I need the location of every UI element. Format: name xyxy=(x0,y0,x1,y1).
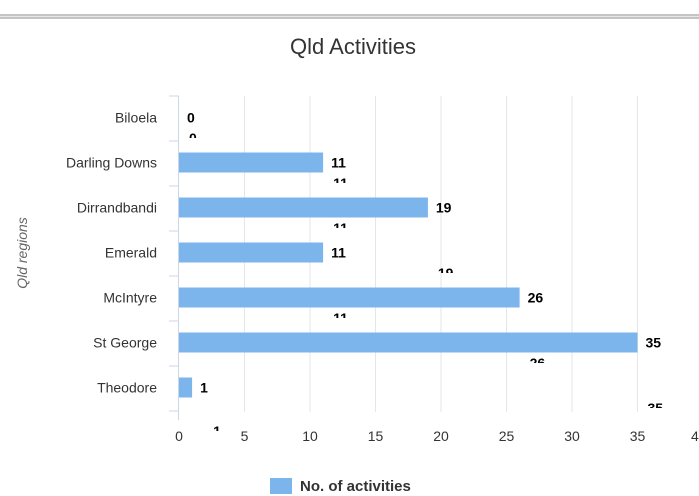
bar[interactable] xyxy=(179,153,323,173)
category-label: Emerald xyxy=(105,245,157,261)
value-tick-label: 20 xyxy=(433,428,449,444)
legend-label: No. of activities xyxy=(300,478,411,495)
chart-title: Qld Activities xyxy=(290,34,416,59)
category-axis: Biloela Darling Downs Dirrandbandi Emerald M… xyxy=(66,96,179,420)
ghost-data-label: 26 xyxy=(530,355,546,371)
legend-swatch xyxy=(270,478,292,494)
data-label: 35 xyxy=(646,335,662,351)
legend[interactable]: No. of activities xyxy=(270,476,411,496)
value-tick-label: 35 xyxy=(630,428,646,444)
value-tick-label: 0 xyxy=(175,428,183,444)
category-label: Darling Downs xyxy=(66,155,157,171)
y-axis-label: Qld regions xyxy=(14,217,30,289)
category-label: Dirrandbandi xyxy=(77,200,157,216)
ghost-data-label: 19 xyxy=(438,265,454,281)
category-label: St George xyxy=(93,335,157,351)
value-tick-label: 40 xyxy=(691,428,699,444)
bar[interactable] xyxy=(179,333,638,353)
ghost-data-label: 11 xyxy=(333,310,348,326)
ghost-data-label: 1 xyxy=(213,423,221,439)
data-label: 0 xyxy=(187,110,195,126)
data-label: 26 xyxy=(528,290,544,306)
value-tick-label: 30 xyxy=(564,428,580,444)
category-label: Biloela xyxy=(115,110,157,126)
ghost-data-label: 11 xyxy=(333,220,348,236)
value-tick-label: 10 xyxy=(302,428,318,444)
bar-series xyxy=(179,153,638,398)
category-label: McIntyre xyxy=(103,290,157,306)
bar[interactable] xyxy=(179,378,192,398)
value-axis-ticks: 0 5 10 15 20 25 30 35 40 xyxy=(175,428,699,444)
data-label: 19 xyxy=(436,200,452,216)
ghost-data-label: 35 xyxy=(648,400,664,416)
bar[interactable] xyxy=(179,243,323,263)
value-tick-label: 5 xyxy=(241,428,249,444)
value-tick-label: 15 xyxy=(368,428,384,444)
bar[interactable] xyxy=(179,198,428,218)
data-label: 1 xyxy=(200,380,208,396)
data-label: 11 xyxy=(331,155,346,171)
category-label: Theodore xyxy=(97,380,157,396)
ghost-data-label: 11 xyxy=(333,175,348,191)
data-label: 11 xyxy=(331,245,346,261)
ghost-data-label: 0 xyxy=(189,130,197,146)
bar[interactable] xyxy=(179,288,520,308)
value-tick-label: 25 xyxy=(499,428,515,444)
